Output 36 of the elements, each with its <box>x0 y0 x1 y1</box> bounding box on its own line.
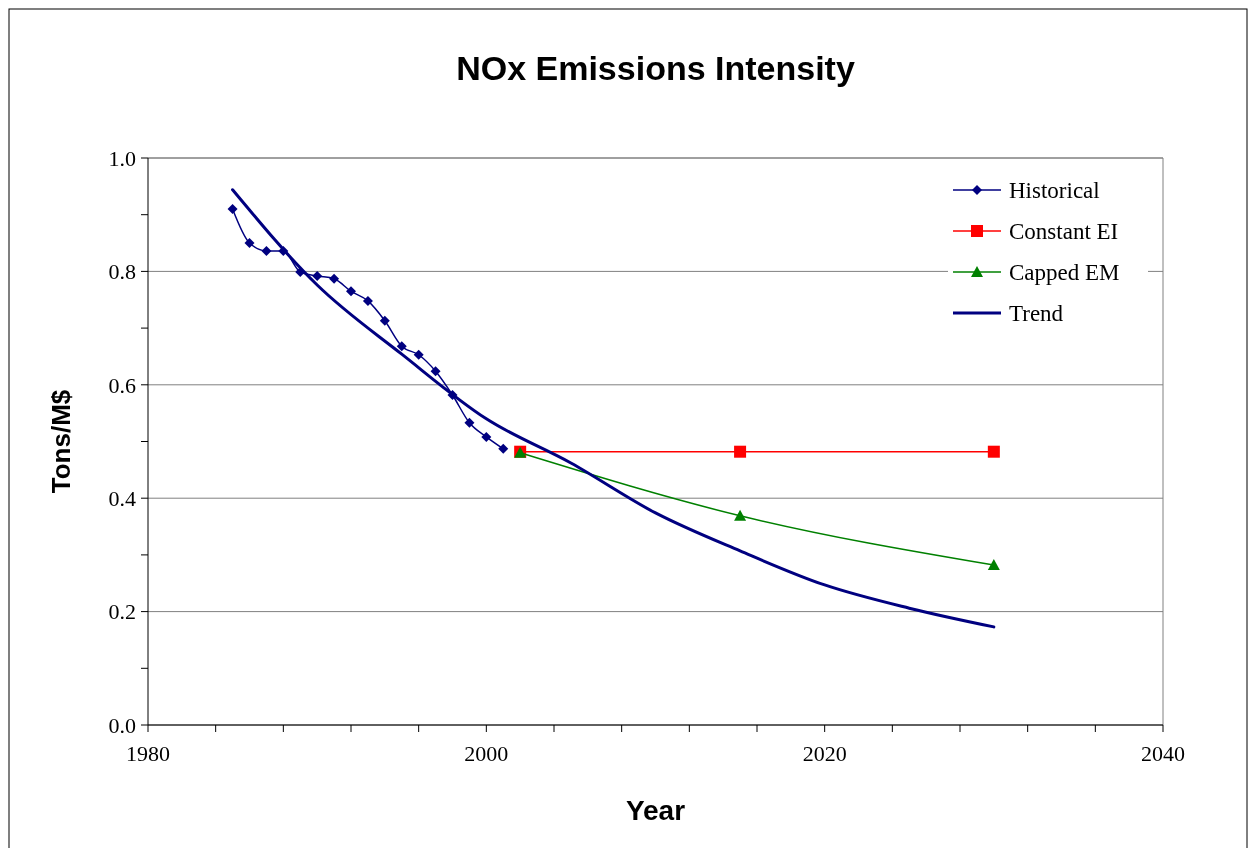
x-tick-label: 2020 <box>802 741 847 766</box>
point <box>379 315 390 326</box>
x-tick-label: 2000 <box>464 741 509 766</box>
point <box>227 204 238 215</box>
point <box>734 445 747 458</box>
legend-label: Historical <box>1009 178 1100 204</box>
y-tick-label: 1.0 <box>108 145 136 171</box>
point <box>346 286 356 297</box>
legend-label: Trend <box>1009 301 1064 327</box>
line-series <box>231 188 996 629</box>
y-axis-title: Tons/M$ <box>46 389 76 494</box>
legend-label: Capped EM <box>1009 260 1120 286</box>
y-tick-label: 0.0 <box>108 712 136 738</box>
point <box>481 431 492 442</box>
chart-title: NOx Emissions Intensity <box>456 49 855 87</box>
x-tick-label: 2040 <box>1141 741 1185 766</box>
point <box>329 273 340 284</box>
point <box>987 445 1000 458</box>
point <box>987 559 1000 571</box>
y-tick-label: 0.8 <box>108 259 136 285</box>
point <box>261 245 272 256</box>
point <box>498 443 509 454</box>
x-axis-title: Year <box>625 795 686 826</box>
y-tick-label: 0.4 <box>108 485 136 511</box>
point <box>464 417 475 428</box>
y-tick-label: 0.2 <box>108 599 136 625</box>
point <box>734 509 747 521</box>
legend-label: Constant EI <box>1009 219 1119 245</box>
x-tick-label: 1980 <box>126 741 170 766</box>
point <box>362 295 373 306</box>
point <box>396 341 407 352</box>
point <box>430 366 441 377</box>
point <box>413 349 424 360</box>
y-tick-label: 0.6 <box>108 372 136 398</box>
point <box>244 238 255 249</box>
point <box>312 270 323 281</box>
